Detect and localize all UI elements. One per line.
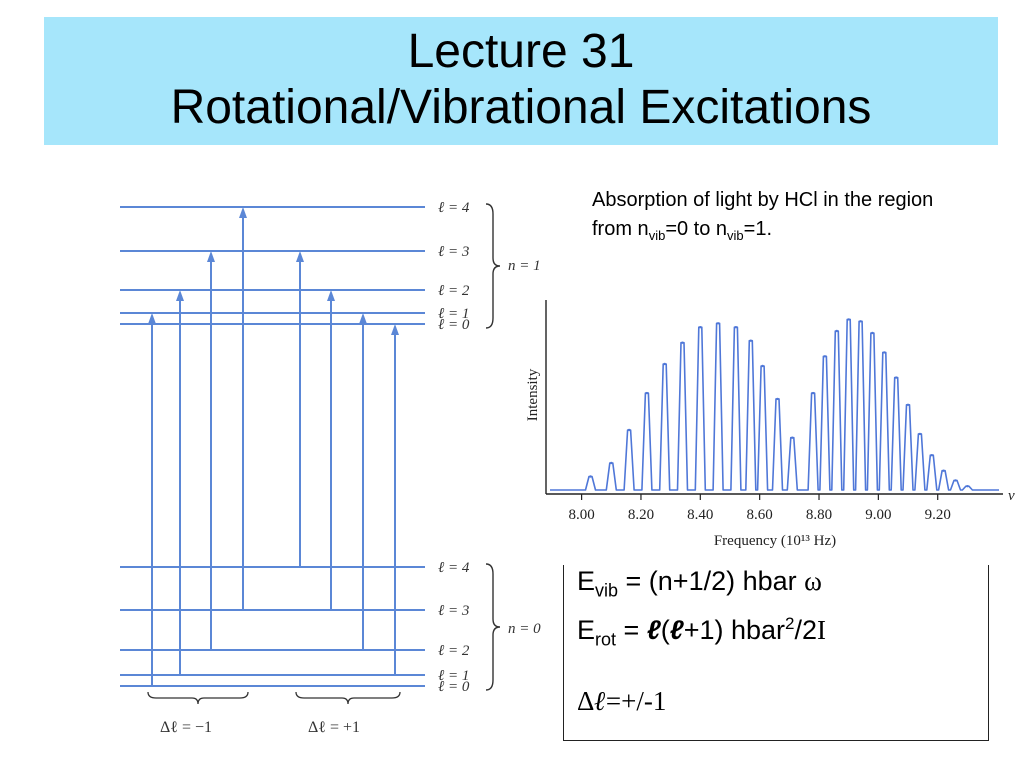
lower-level-label: ℓ = 2 [438,643,470,659]
transition-arrow-head [148,313,156,324]
spectrum-peak [918,432,922,436]
x-tick-label: 9.00 [865,507,891,523]
x-tick-label: 9.20 [925,507,951,523]
branch-label-minus: Δℓ = −1 [160,719,212,736]
spectrum-caption: Absorption of light by HCl in the region… [592,186,972,250]
ell-symbol-2: ℓ [669,615,684,646]
e-vib-letter: E [577,566,596,596]
spectrum-peak [823,355,827,358]
e-rot-rest2: +1) hbar [683,615,786,646]
spectrum-peak [645,391,649,395]
spectrum-peak [871,331,874,335]
transition-arrow-head [359,313,367,324]
ell-symbol-1: ℓ [646,615,661,646]
x-tick-label: 8.80 [806,507,832,523]
upper-level-label: ℓ = 0 [438,317,470,333]
upper-level-label: ℓ = 1 [438,306,469,322]
selection-rule: Δℓ=+/-1 [577,685,988,718]
spectrum-peak [776,397,779,401]
e-vib-sub: vib [595,580,619,601]
spectrum-line [550,318,999,491]
e-vib-rest: = (n+1/2) hbar [618,566,805,596]
caption-text-2: =0 to n [665,218,728,240]
transition-arrow-head [207,251,215,262]
x-tick-label: 8.20 [628,507,654,523]
transition-arrow-head [327,290,335,301]
e-rot-sup: 2 [785,614,795,634]
x-tick-label: 8.60 [747,507,773,523]
branch-brace-minus [147,691,249,705]
x-tick-label: 8.00 [568,507,594,523]
spectrum-peak [761,364,764,368]
upper-level-label: ℓ = 4 [438,200,470,216]
omega-symbol: ω [804,566,822,596]
spectrum-peak [966,485,969,488]
spectrum-peak [749,339,752,342]
spectrum-peak [663,362,666,366]
caption-sub-1: vib [648,228,666,243]
x-axis-symbol: ν [1008,488,1015,504]
spectrum-peak [627,428,631,432]
spectrum-peak [610,461,613,465]
spectrum-peak [699,326,702,329]
slide-title-line1: Lecture 31 [407,25,635,78]
spectrum-peak [906,403,910,406]
e-rot-paren: ( [660,615,670,646]
caption-sub-2: vib [727,228,744,243]
transition-arrow-head [296,251,304,262]
equation-vibrational-energy: Evib = (n+1/2) hbar ω [577,565,988,607]
spectrum-peak [883,351,886,354]
spectrum-peak [847,318,850,321]
caption-text-1: Absorption of light by HCl in the region… [592,189,934,240]
equation-box: Evib = (n+1/2) hbar ω Erot = ℓ(ℓ+1) hbar… [563,565,989,741]
spectrum-peak [791,436,794,439]
lower-group-brace [485,563,501,691]
x-axis-title: Frequency (10¹³ Hz) [714,533,836,549]
e-rot-equals: = [616,615,647,646]
lower-level-label: ℓ = 3 [438,603,469,619]
lower-level-label: ℓ = 1 [438,668,469,684]
spectrum-peak [716,322,720,325]
e-rot-sub: rot [595,629,617,650]
upper-group-brace [485,203,501,329]
upper-level-label: ℓ = 3 [438,244,469,260]
upper-group-label: n = 1 [508,258,541,274]
delta-symbol: Δ [577,685,595,716]
ell-symbol-3: ℓ [594,685,606,716]
e-rot-rest3: /2 [794,615,818,646]
selection-rule-rest: =+/-1 [605,685,667,716]
spectrum-peak [942,469,945,472]
transition-arrow-head [391,324,399,335]
spectrum-peak [954,479,957,482]
spectrum-peak [811,391,815,395]
lower-level-label: ℓ = 0 [438,679,470,695]
spectrum-peak [895,376,898,379]
spectrum-peak [681,341,684,344]
caption-text-3: =1. [743,218,773,240]
lower-level-label: ℓ = 4 [438,560,470,576]
spectrum-peak [734,326,738,329]
spectrum-peak [589,475,592,478]
transition-arrow-head [239,207,247,218]
spectrum-peak [859,320,862,323]
spectrum-peak [930,454,933,457]
slide-title-line2: Rotational/Vibrational Excitations [170,81,872,134]
transition-arrow-head [176,290,184,301]
equation-rotational-energy: Erot = ℓ(ℓ+1) hbar2/2I [577,607,988,656]
spectrum-peak [835,329,838,333]
x-tick-label: 8.40 [687,507,713,523]
upper-level-label: ℓ = 2 [438,283,470,299]
branch-brace-plus [295,691,401,705]
y-axis-title: Intensity [525,368,541,421]
title-bar: Lecture 31 Rotational/Vibrational Excita… [44,17,998,145]
lower-group-label: n = 0 [508,621,541,637]
e-rot-letter: E [577,615,596,646]
inertia-symbol: I [817,615,827,646]
branch-label-plus: Δℓ = +1 [308,719,360,736]
